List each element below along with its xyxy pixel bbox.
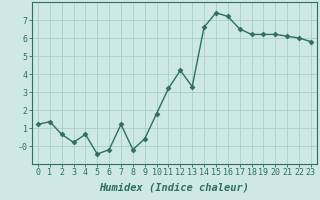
X-axis label: Humidex (Indice chaleur): Humidex (Indice chaleur) bbox=[100, 183, 249, 193]
